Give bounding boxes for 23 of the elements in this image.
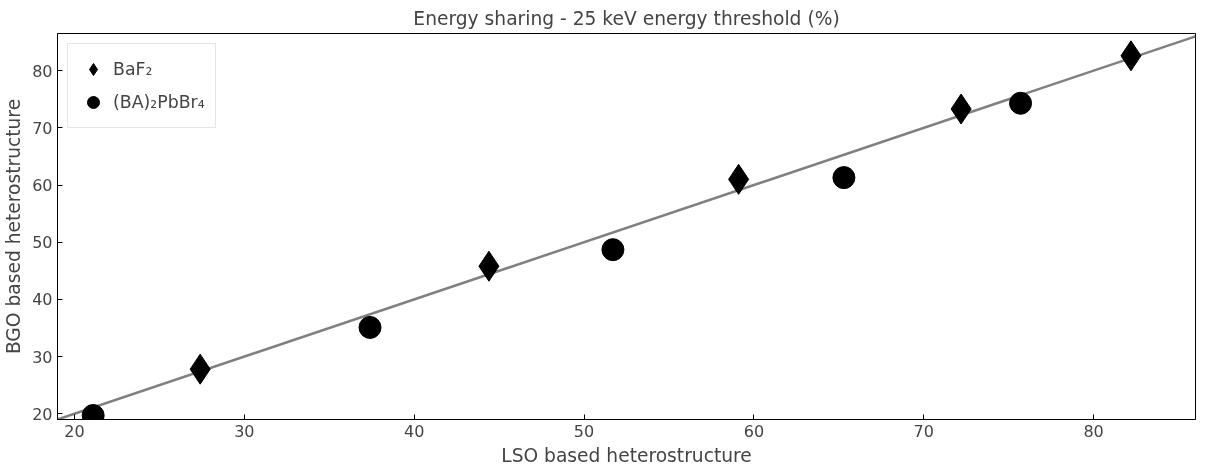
point (1009, 91, 1033, 115)
y-axis-title: BGO based heterostructure (3, 98, 25, 355)
x-tick-label: 30 (234, 421, 255, 441)
y-tick-label: 60 (32, 176, 53, 196)
y-tick-label: 50 (32, 233, 53, 253)
legend-label: BaF₂ (113, 59, 153, 79)
x-tick-label: 70 (913, 421, 934, 441)
point (832, 166, 856, 190)
x-axis-title: LSO based heterostructure (501, 444, 752, 466)
x-tick-label: 50 (573, 421, 595, 441)
y-tick-label: 80 (32, 61, 53, 81)
legend-label: (BA)₂PbBr₄ (113, 92, 205, 112)
point (358, 315, 382, 339)
y-tick-label: 30 (32, 347, 53, 367)
x-tick-label: 80 (1083, 421, 1104, 441)
point (601, 238, 625, 262)
y-tick-label: 20 (32, 404, 53, 424)
y-tick-label: 40 (32, 290, 53, 310)
x-tick-label: 20 (64, 421, 85, 441)
x-tick-label: 60 (743, 421, 765, 441)
chart-title: Energy sharing - 25 keV energy threshold (%) (413, 7, 840, 29)
y-tick-label: 70 (32, 118, 53, 138)
x-tick-label: 40 (404, 421, 425, 441)
